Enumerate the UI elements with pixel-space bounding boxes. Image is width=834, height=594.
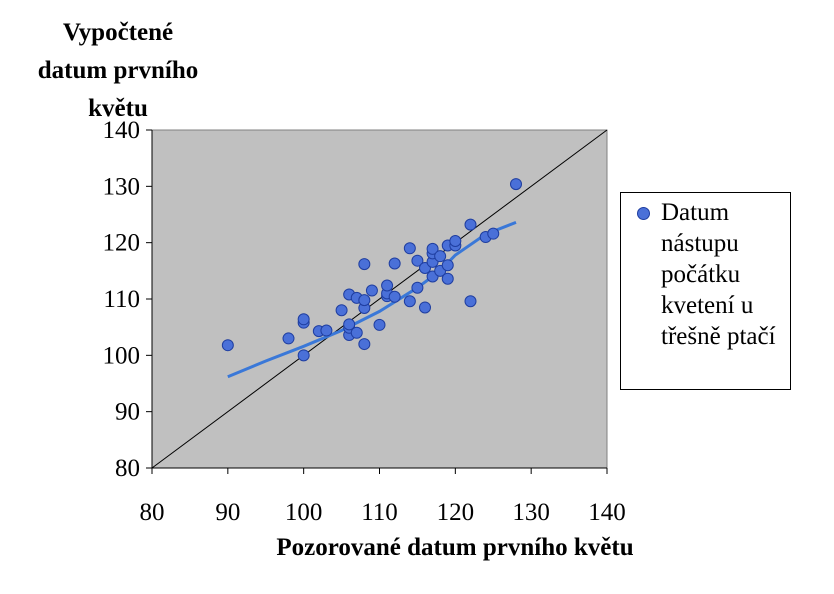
axes: 80 90 100 110 120 130 140 80 90 100 110 120 130 140 — [103, 117, 626, 526]
x-tick-label: 130 — [512, 499, 550, 526]
legend-line-3: počátku — [661, 261, 741, 288]
x-tick-label: 110 — [361, 499, 398, 526]
data-points — [221, 178, 522, 362]
legend-line-2: nástupu — [661, 230, 739, 257]
data-point — [365, 284, 378, 297]
data-point — [487, 227, 500, 240]
data-point — [320, 324, 333, 337]
reference-line-layer — [151, 129, 608, 469]
data-point — [343, 318, 356, 331]
data-point — [441, 272, 454, 285]
data-point — [358, 294, 371, 307]
y-axis-label: Vypočtené datum prvního květu — [18, 14, 218, 128]
data-point — [297, 313, 310, 326]
x-axis-label: Pozorované datum prvního květu — [276, 534, 634, 561]
data-point — [358, 338, 371, 351]
legend-line-5: třešně ptačí — [661, 323, 776, 350]
data-point — [441, 259, 454, 272]
x-tick-label: 120 — [437, 499, 475, 526]
x-tick-label: 140 — [588, 499, 626, 526]
y-tick-label: 120 — [103, 230, 141, 257]
data-point — [464, 218, 477, 231]
y-tick-label: 100 — [103, 342, 141, 369]
data-point — [221, 339, 234, 352]
data-point — [388, 290, 401, 303]
y-axis-label-line-2: datum prvního — [37, 57, 199, 84]
data-point — [381, 279, 394, 292]
data-point — [335, 304, 348, 317]
y-tick-label: 80 — [115, 455, 140, 482]
data-point — [449, 234, 462, 247]
y-tick-label: 130 — [103, 173, 141, 200]
y-axis-label-line-1: Vypočtené — [62, 19, 174, 46]
data-point — [464, 295, 477, 308]
data-point — [403, 295, 416, 308]
data-point — [411, 254, 424, 267]
y-tick-label: 90 — [115, 399, 140, 426]
data-point — [403, 242, 416, 255]
data-point — [282, 332, 295, 345]
legend-line-1: Datum — [661, 199, 730, 226]
data-point — [510, 178, 522, 191]
data-point — [373, 318, 386, 331]
data-point — [388, 257, 401, 270]
data-point — [426, 242, 439, 255]
y-tick-label: 110 — [103, 286, 140, 313]
legend-line-4: kvetení u — [661, 292, 754, 319]
y-tick-label: 140 — [103, 117, 141, 144]
data-point — [350, 326, 363, 339]
x-tick-label: 90 — [215, 499, 240, 526]
data-point — [297, 349, 310, 362]
legend-marker-icon — [637, 207, 650, 220]
legend: Datum nástupu počátku kvetení u třešně p… — [620, 192, 791, 390]
data-point — [358, 258, 371, 271]
y-axis-label-line-3: květu — [88, 95, 148, 122]
x-tick-label: 80 — [140, 499, 165, 526]
data-point — [419, 301, 431, 314]
x-tick-label: 100 — [285, 499, 323, 526]
reference-line — [151, 129, 608, 469]
data-point — [434, 250, 447, 263]
data-point — [411, 281, 424, 294]
legend-label: Datum nástupu počátku kvetení u třešně p… — [661, 197, 776, 352]
